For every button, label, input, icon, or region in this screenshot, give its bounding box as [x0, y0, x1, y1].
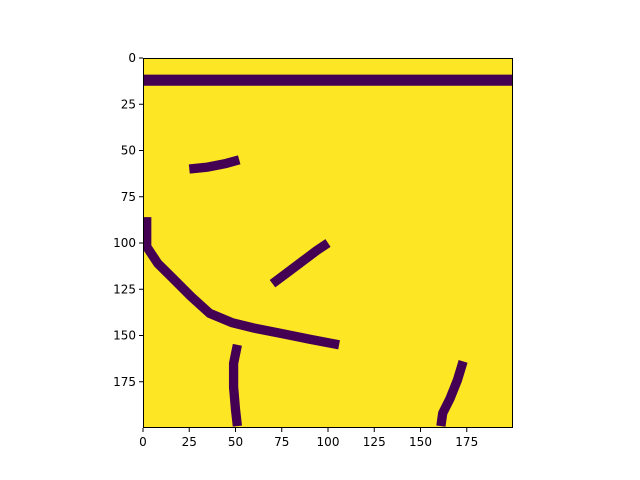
x-tick-label: 125 — [363, 435, 386, 449]
stroke-layer — [143, 74, 513, 427]
y-tick-label: 125 — [113, 282, 136, 296]
x-axis: 0 25 50 75 100 125 150 175 — [139, 428, 478, 449]
stroke-5 — [228, 343, 243, 427]
x-tick-label: 50 — [228, 435, 243, 449]
stroke-3 — [269, 239, 331, 288]
y-tick-label: 0 — [128, 51, 136, 65]
y-tick-label: 175 — [113, 375, 136, 389]
y-tick-label: 150 — [113, 329, 136, 343]
y-tick-label: 25 — [121, 97, 136, 111]
y-tick-label: 75 — [121, 190, 136, 204]
x-tick-label: 0 — [139, 435, 147, 449]
stroke-4 — [143, 217, 340, 350]
stroke-2 — [188, 155, 241, 174]
y-tick-label: 100 — [113, 236, 136, 250]
x-tick-label: 150 — [409, 435, 432, 449]
x-tick-label: 175 — [455, 435, 478, 449]
x-tick-label: 75 — [274, 435, 289, 449]
stroke-6 — [436, 360, 468, 427]
x-tick-label: 25 — [182, 435, 197, 449]
x-tick-label: 100 — [317, 435, 340, 449]
y-axis: 0 25 50 75 100 125 150 175 — [113, 51, 143, 389]
y-tick-label: 50 — [121, 144, 136, 158]
plot-frame — [143, 58, 513, 428]
